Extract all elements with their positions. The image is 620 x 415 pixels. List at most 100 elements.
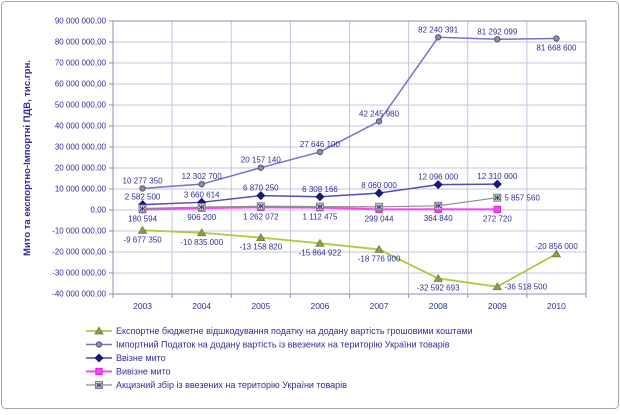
x-square-glyph: Ж [257, 204, 264, 211]
x-square-marker-icon [256, 202, 265, 211]
x-square-glyph: Ж [316, 204, 323, 211]
diamond-marker-icon [492, 179, 502, 189]
x-square-glyph: Ж [139, 206, 146, 213]
data-label: 299 044 [365, 214, 394, 223]
legend-label: Експортне бюджетне відшкодування податку… [116, 326, 473, 336]
data-label: 1 112 475 [302, 213, 338, 222]
legend [86, 326, 112, 389]
data-label: 81 668 600 [536, 43, 577, 52]
triangle-marker-icon [256, 233, 266, 242]
y-tick-label: 10 000 000,00 [55, 185, 107, 194]
y-tick-label: -30 000 000,00 [52, 269, 106, 278]
circle-marker-icon [95, 341, 103, 348]
data-label: -13 158 820 [239, 243, 282, 252]
data-label: -10 835 000 [180, 238, 223, 247]
x-square-marker-icon [375, 202, 384, 211]
x-square-glyph: Ж [375, 204, 382, 211]
triangle-marker-icon [196, 228, 207, 237]
data-label: 2 582 500 [125, 193, 161, 202]
triangle-marker-icon [492, 282, 503, 291]
data-label: 8 060 000 [361, 181, 397, 190]
data-label: 27 646 100 [300, 140, 341, 149]
y-tick-label: -40 000 000,00 [52, 290, 106, 299]
legend-item-3 [86, 367, 112, 376]
x-square-marker-icon [493, 193, 502, 202]
data-label: 3 660 614 [184, 190, 220, 199]
plot-border [112, 20, 587, 295]
x-square-marker-icon [138, 204, 147, 213]
data-label: 6 308 166 [302, 185, 338, 194]
legend-item-4 [86, 381, 112, 389]
diamond-marker-icon [315, 192, 325, 202]
data-label: 12 096 000 [418, 173, 459, 182]
circle-marker-icon [434, 34, 442, 41]
x-axis-label: 2006 [310, 301, 329, 311]
y-tick-label: 20 000 000,00 [55, 164, 107, 173]
x-axis-label: 2007 [370, 301, 389, 311]
circle-marker-icon [198, 180, 205, 188]
diamond-marker-icon [374, 188, 384, 198]
y-tick-label: 40 000 000,00 [55, 122, 107, 131]
x-square-glyph: Ж [493, 195, 500, 202]
legend-label: Імпортний Податок на додану вартість із … [116, 340, 450, 350]
circle-marker-icon [494, 36, 501, 43]
x-square-glyph: Ж [434, 203, 441, 210]
triangle-marker-icon [433, 273, 443, 282]
x-axis-label: 2005 [251, 301, 270, 311]
series-1 [139, 34, 560, 192]
data-label: 10 277 350 [123, 176, 164, 185]
series-4 [138, 193, 502, 213]
circle-marker-icon [316, 148, 324, 156]
square-marker-icon [493, 205, 502, 214]
y-tick-label: 90 000 000,00 [55, 17, 107, 26]
data-label: 20 157 140 [241, 156, 282, 165]
data-label: 12 310 000 [477, 172, 518, 181]
legend-item-1 [86, 341, 112, 348]
data-label: 82 240 391 [418, 25, 459, 34]
data-label: -18 776 900 [358, 254, 401, 263]
x-axis-label: 2004 [192, 301, 211, 311]
square-marker-icon [95, 367, 103, 376]
y-tick-label: 80 000 000,00 [55, 38, 107, 47]
triangle-marker-icon [94, 326, 104, 335]
series-line [142, 229, 557, 288]
x-square-glyph: Ж [95, 382, 102, 389]
data-label: -9 677 350 [123, 235, 162, 244]
diamond-marker-icon [433, 180, 443, 190]
circle-marker-icon [257, 164, 265, 171]
data-label: -36 518 500 [504, 283, 547, 292]
data-label: 6 870 250 [243, 184, 279, 193]
x-square-marker-icon [315, 202, 324, 211]
x-square-marker-icon [197, 203, 206, 212]
legend-item-0 [86, 326, 112, 335]
data-label: 1 262 072 [243, 212, 279, 221]
data-label: -20 856 000 [535, 242, 578, 251]
legend-label: Акцизний збір із ввезених на територію У… [116, 380, 347, 390]
series-line [142, 36, 557, 190]
x-square-glyph: Ж [198, 204, 205, 211]
circle-marker-icon [553, 35, 560, 42]
data-label: 81 292 099 [477, 27, 518, 36]
x-square-marker-icon [434, 201, 443, 210]
triangle-marker-icon [137, 225, 148, 234]
triangle-marker-icon [551, 249, 562, 258]
legend-label: Ввізне мито [116, 353, 166, 363]
diamond-marker-icon [94, 353, 104, 363]
y-axis-title: Мито та експортно-Імпортні ПДВ, тис.грн. [22, 60, 33, 256]
data-label: 12 302 700 [182, 172, 223, 181]
data-label: 5 857 560 [504, 194, 540, 203]
x-square-marker-icon [95, 381, 103, 389]
figure-border [1, 1, 619, 409]
data-label: 364 840 [424, 214, 453, 223]
triangle-marker-icon [315, 238, 325, 247]
series-0 [137, 225, 562, 291]
data-label: 906 200 [187, 213, 216, 222]
data-label: -32 592 693 [417, 283, 460, 292]
legend-item-2 [86, 353, 112, 363]
triangle-marker-icon [374, 244, 384, 253]
circle-marker-icon [139, 185, 146, 192]
y-tick-label: -10 000 000,00 [52, 227, 106, 236]
y-tick-label: 60 000 000,00 [55, 80, 107, 89]
